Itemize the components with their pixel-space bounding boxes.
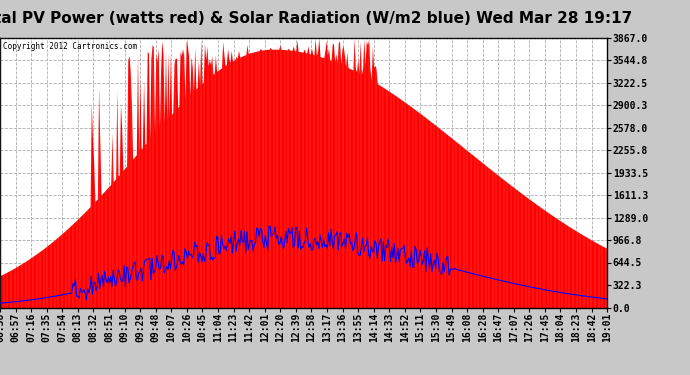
Text: Copyright 2012 Cartronics.com: Copyright 2012 Cartronics.com <box>3 42 137 51</box>
Text: Total PV Power (watts red) & Solar Radiation (W/m2 blue) Wed Mar 28 19:17: Total PV Power (watts red) & Solar Radia… <box>0 11 632 26</box>
